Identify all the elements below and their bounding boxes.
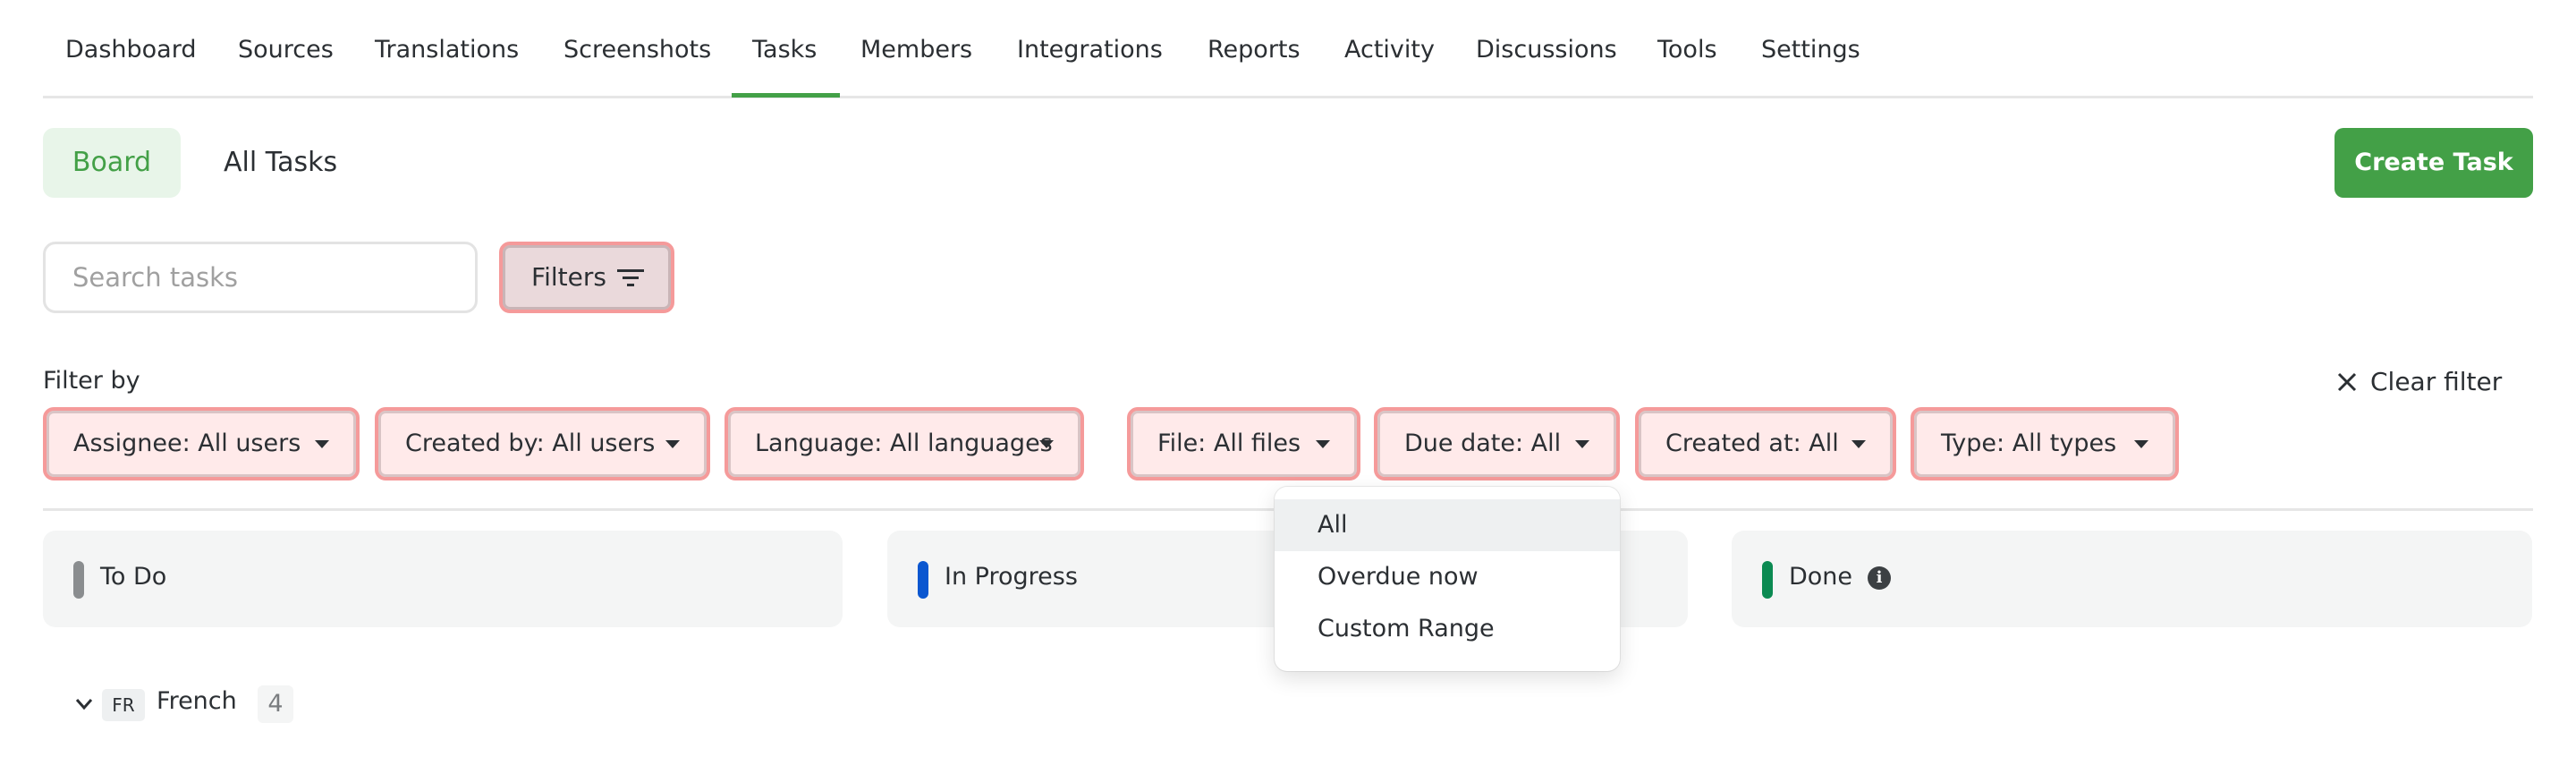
nav-settings[interactable]: Settings	[1761, 36, 1860, 64]
dropdown-option-overdue-now[interactable]: Overdue now	[1318, 563, 1479, 591]
done-status-bar	[1762, 561, 1773, 599]
caret-down-icon	[1852, 440, 1866, 448]
caret-down-icon	[1316, 440, 1330, 448]
chevron-down-icon	[75, 699, 93, 710]
clear-filter-label: Clear filter	[2370, 367, 2503, 396]
caret-down-icon	[315, 440, 329, 448]
nav-translations[interactable]: Translations	[375, 36, 520, 64]
active-tab-indicator	[732, 93, 840, 98]
nav-reports[interactable]: Reports	[1208, 36, 1301, 64]
language-filter-label: Language: All languages	[755, 430, 1053, 457]
file-filter-label: File: All files	[1157, 430, 1301, 457]
caret-down-icon	[665, 440, 680, 448]
assignee-filter[interactable]: Assignee: All users	[43, 407, 360, 481]
column-todo: To Do	[43, 531, 843, 627]
todo-status-bar	[73, 561, 84, 599]
language-code-badge: FR	[102, 689, 145, 721]
column-title: Done	[1789, 563, 1853, 591]
nav-discussions[interactable]: Discussions	[1476, 36, 1617, 64]
created-by-filter[interactable]: Created by: All users	[375, 407, 710, 481]
column-title: In Progress	[945, 563, 1078, 591]
nav-dashboard[interactable]: Dashboard	[65, 36, 197, 64]
type-filter-label: Type: All types	[1941, 430, 2117, 457]
type-filter[interactable]: Type: All types	[1911, 407, 2179, 481]
language-name: French	[157, 687, 237, 715]
info-icon[interactable]: i	[1868, 566, 1891, 590]
close-icon	[2337, 372, 2357, 392]
board-view-tab[interactable]: Board	[43, 128, 181, 198]
dropdown-option-custom-range[interactable]: Custom Range	[1318, 615, 1495, 642]
nav-activity[interactable]: Activity	[1344, 36, 1435, 64]
column-title: To Do	[100, 563, 167, 591]
filter-by-label: Filter by	[43, 367, 140, 395]
all-tasks-tab[interactable]: All Tasks	[224, 147, 338, 178]
nav-screenshots[interactable]: Screenshots	[564, 36, 712, 64]
caret-down-icon	[2134, 440, 2148, 448]
nav-tools[interactable]: Tools	[1657, 36, 1717, 64]
assignee-filter-label: Assignee: All users	[73, 430, 301, 457]
search-tasks-input[interactable]	[43, 242, 478, 313]
caret-down-icon	[1575, 440, 1589, 448]
in-progress-status-bar	[918, 561, 928, 599]
nav-sources[interactable]: Sources	[238, 36, 334, 64]
filters-label: Filters	[531, 262, 606, 292]
filters-button[interactable]: Filters	[499, 242, 674, 313]
column-done: Done i	[1732, 531, 2532, 627]
language-filter[interactable]: Language: All languages	[724, 407, 1084, 481]
file-filter[interactable]: File: All files	[1127, 407, 1360, 481]
dropdown-option-all[interactable]: All	[1275, 499, 1620, 551]
created-at-filter[interactable]: Created at: All	[1635, 407, 1896, 481]
caret-down-icon	[1039, 440, 1054, 448]
filter-icon	[617, 269, 644, 286]
due-date-dropdown: All Overdue now Custom Range	[1275, 487, 1620, 671]
create-task-button[interactable]: Create Task	[2334, 128, 2533, 198]
nav-tasks[interactable]: Tasks	[752, 36, 818, 64]
clear-filter-button[interactable]: Clear filter	[2336, 367, 2502, 396]
task-count-badge: 4	[258, 685, 293, 723]
created-by-filter-label: Created by: All users	[405, 430, 656, 457]
nav-members[interactable]: Members	[860, 36, 973, 64]
project-nav: Dashboard Sources Translations Screensho…	[43, 0, 2533, 98]
created-at-filter-label: Created at: All	[1665, 430, 1839, 457]
due-date-filter-label: Due date: All	[1404, 430, 1562, 457]
nav-integrations[interactable]: Integrations	[1017, 36, 1163, 64]
due-date-filter[interactable]: Due date: All	[1374, 407, 1620, 481]
